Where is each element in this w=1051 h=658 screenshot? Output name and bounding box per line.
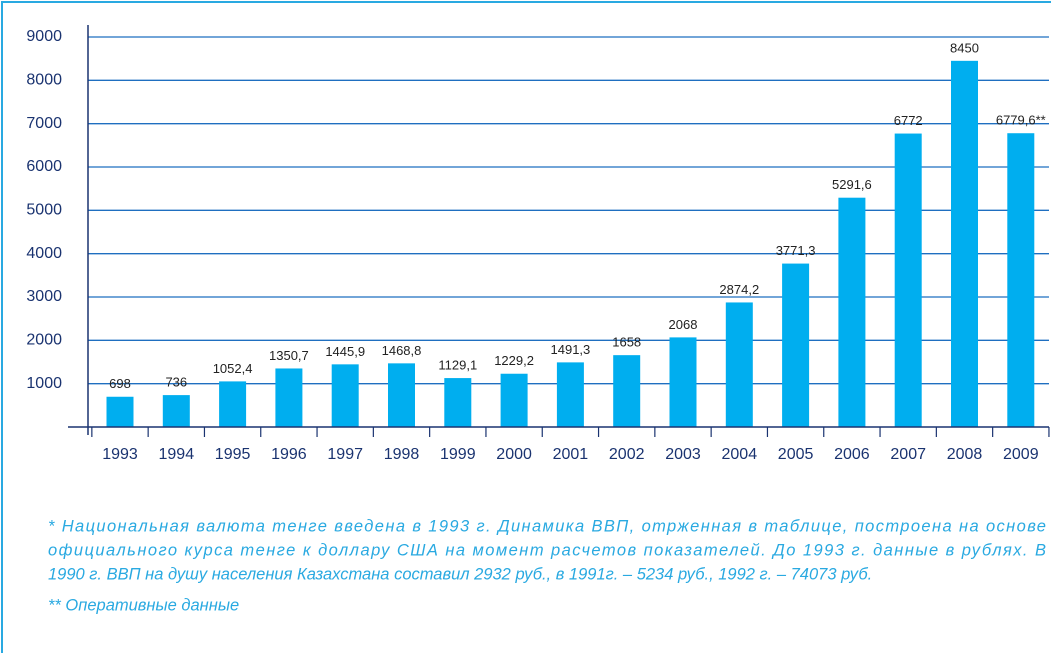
value-label: 736: [165, 375, 187, 390]
x-tick-label: 2006: [834, 446, 870, 463]
x-tick-label: 2002: [609, 446, 645, 463]
x-tick-label: 2001: [553, 446, 589, 463]
x-tick-label: 1997: [327, 446, 363, 463]
value-label: 1491,3: [551, 342, 591, 357]
value-label: 2068: [669, 317, 698, 332]
x-tick-label: 2004: [722, 446, 758, 463]
bar: [388, 363, 415, 427]
value-label: 1468,8: [382, 343, 422, 358]
y-tick-label: 2000: [26, 332, 62, 349]
bar: [106, 396, 134, 427]
bar: [894, 133, 922, 427]
bar: [838, 197, 866, 427]
y-tick-label: 7000: [26, 115, 62, 132]
value-label: 1445,9: [325, 344, 365, 359]
x-tick-label: 1999: [440, 446, 476, 463]
y-tick-label: 4000: [26, 245, 62, 262]
value-label: 1350,7: [269, 348, 309, 363]
footnote-line: официального курса тенге к доллару США н…: [48, 541, 1046, 559]
value-label: 1229,2: [494, 353, 534, 368]
bar: [613, 355, 641, 427]
y-tick-label: 3000: [26, 288, 62, 305]
footnote-line: * Национальная валюта тенге введена в 19…: [48, 517, 1046, 535]
footnote-line: 1990 г. ВВП на душу населения Казахстана…: [48, 565, 872, 583]
value-label: 698: [109, 376, 131, 391]
footnote-note: ** Оперативные данные: [48, 596, 239, 614]
x-tick-label: 1994: [159, 446, 195, 463]
x-tick-label: 2003: [665, 446, 701, 463]
y-tick-label: 9000: [26, 28, 62, 45]
value-label: 1052,4: [213, 361, 253, 376]
x-tick-label: 2000: [496, 446, 532, 463]
x-tick-label: 2008: [947, 446, 983, 463]
bar: [725, 302, 753, 427]
x-tick-label: 2007: [890, 446, 926, 463]
value-label: 5291,6: [832, 177, 872, 192]
bar: [782, 263, 810, 427]
y-tick-label: 5000: [26, 202, 62, 219]
bar: [219, 381, 247, 427]
bar: [500, 373, 528, 427]
bar: [162, 395, 190, 427]
bar: [444, 378, 472, 427]
x-tick-label: 1996: [271, 446, 307, 463]
value-label: 6779,6**: [996, 113, 1046, 128]
x-tick-label: 2005: [778, 446, 814, 463]
x-tick-label: 2009: [1003, 446, 1039, 463]
value-label: 3771,3: [776, 243, 816, 258]
bar: [556, 362, 584, 427]
bar: [669, 337, 697, 427]
value-label: 8450: [950, 40, 979, 55]
bar: [951, 60, 978, 427]
y-tick-label: 1000: [26, 375, 62, 392]
y-tick-label: 6000: [26, 158, 62, 175]
y-tick-label: 8000: [26, 72, 62, 89]
bar: [275, 368, 303, 427]
x-tick-label: 1995: [215, 446, 251, 463]
value-label: 6772: [894, 113, 923, 128]
value-label: 2874,2: [719, 282, 759, 297]
bar: [331, 364, 359, 427]
value-label: 1129,1: [438, 358, 477, 373]
value-label: 1658: [612, 335, 641, 350]
bar: [1007, 133, 1035, 427]
x-tick-label: 1998: [384, 446, 420, 463]
x-tick-label: 1993: [102, 446, 138, 463]
